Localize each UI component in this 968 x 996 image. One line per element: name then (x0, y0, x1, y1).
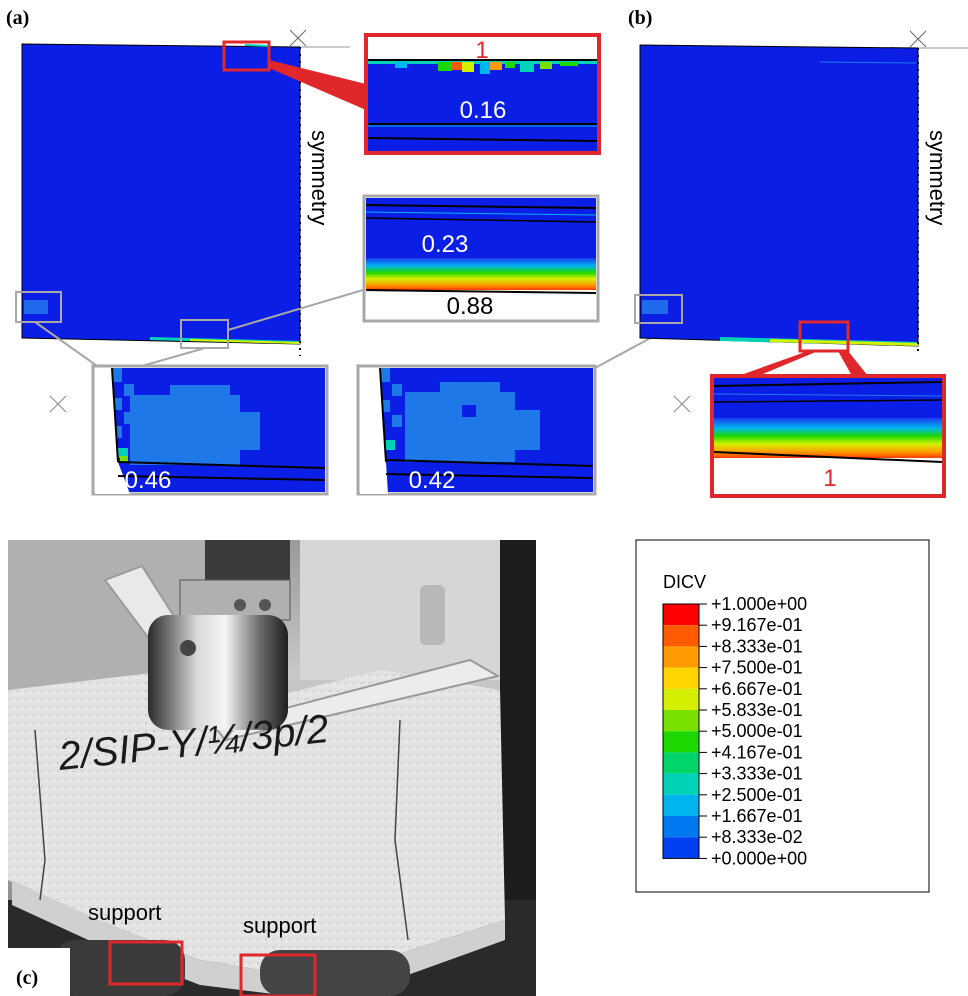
legend-title: DICV (663, 572, 706, 592)
value-b-bottom: 1 (823, 465, 836, 492)
legend-swatch (663, 667, 699, 689)
value-a-mid-upper: 0.23 (422, 231, 469, 258)
legend-swatch (663, 752, 699, 774)
connector-b-bottom-1 (738, 351, 818, 376)
connector-b-bottom-2 (838, 351, 868, 376)
legend-swatch (663, 710, 699, 732)
cross-marker-a-left (49, 395, 67, 413)
cross-marker-b-top (909, 30, 927, 48)
specimen-photo (8, 540, 536, 996)
legend-swatch (663, 688, 699, 710)
highlight-box-a-top (222, 40, 271, 72)
legend-swatch (663, 773, 699, 795)
legend-swatch (663, 731, 699, 753)
support-label-left: support (88, 900, 161, 925)
support-label-right: support (243, 913, 316, 938)
legend-level-label: +2.500e-01 (711, 785, 803, 805)
legend-level-label: +4.167e-01 (711, 742, 803, 762)
legend-level-label: +5.000e-01 (711, 721, 803, 741)
legend-swatch (663, 816, 699, 838)
zoom-a-top (364, 33, 601, 155)
zoom-a-bottom-right (356, 364, 597, 496)
connector-a-top (269, 60, 366, 110)
symmetry-label-a: symmetry (307, 130, 332, 225)
value-a-bottom-left: 0.46 (125, 467, 172, 494)
legend-level-label: +6.667e-01 (711, 679, 803, 699)
highlight-box-b-bottom (798, 320, 850, 353)
value-a-mid-lower: 0.88 (447, 293, 494, 320)
zoom-a-bottom-left (91, 364, 329, 496)
legend-level-label: +3.333e-01 (711, 764, 803, 784)
panel-label-b: (b) (628, 7, 652, 29)
legend-level-label: +8.333e-01 (711, 636, 803, 656)
value-a-top: 1 (475, 37, 488, 64)
support-box-right (239, 953, 317, 996)
legend-swatch (663, 604, 699, 626)
legend-swatch (663, 794, 699, 816)
legend-level-label: +0.000e+00 (711, 848, 807, 868)
legend-swatch (663, 837, 699, 859)
mesh-a (21, 43, 301, 345)
legend-level-label: +9.167e-01 (711, 615, 803, 635)
legend-level-label: +7.500e-01 (711, 658, 803, 678)
zoom-a-mid (362, 194, 600, 323)
panel-label-a: (a) (6, 7, 29, 29)
connector-a-bottom (227, 289, 364, 331)
symmetry-label-b: symmetry (925, 130, 950, 225)
legend-swatch (663, 646, 699, 668)
legend-level-label: +5.833e-01 (711, 700, 803, 720)
connector-a-left-1 (34, 321, 101, 369)
support-box-left (108, 940, 184, 986)
cross-marker-b-left (673, 395, 691, 413)
zoom-b-bottom (710, 374, 946, 498)
legend-colorbar (662, 603, 700, 859)
legend-swatch (663, 625, 699, 647)
legend-level-label: +1.667e-01 (711, 806, 803, 826)
zoom-box-b-left (634, 294, 683, 324)
cross-marker-a-top (289, 29, 307, 47)
legend-labels: +1.000e+00+9.167e-01+8.333e-01+7.500e-01… (699, 594, 807, 868)
legend-level-label: +1.000e+00 (711, 594, 807, 614)
value-a-bottom-right: 0.42 (409, 467, 456, 494)
panel-label-c: (c) (16, 967, 38, 989)
zoom-box-a-left (15, 291, 62, 323)
value-a-top-inner: 0.16 (460, 97, 507, 124)
legend-level-label: +8.333e-02 (711, 827, 803, 847)
